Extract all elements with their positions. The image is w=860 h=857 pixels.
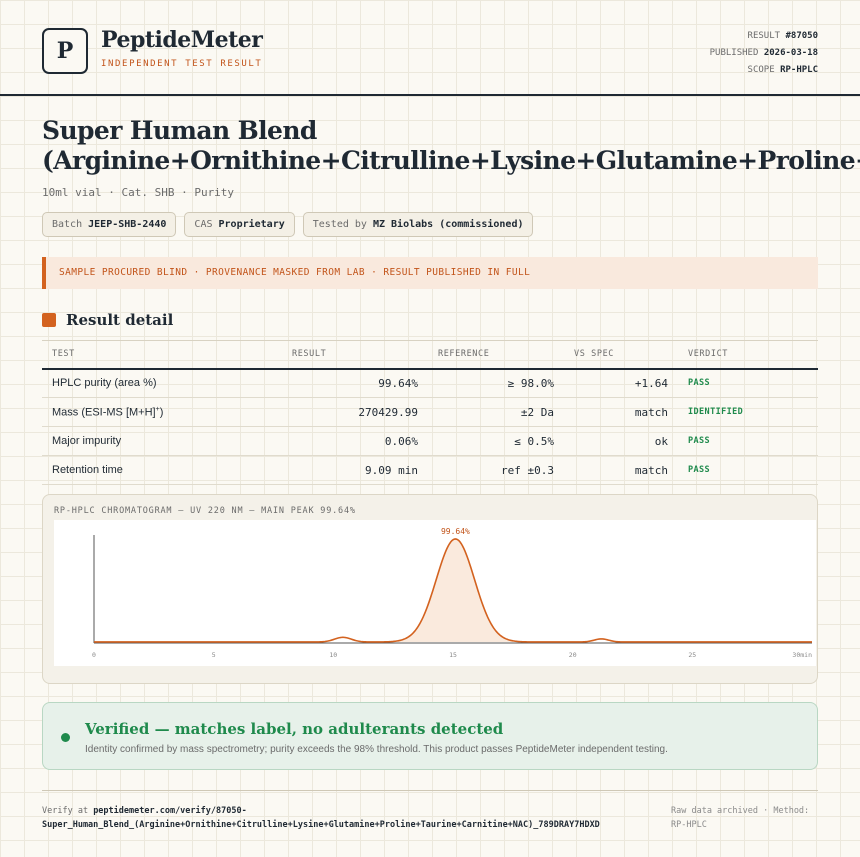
product-subtitle: 10ml vial · Cat. SHB · Purity	[42, 186, 235, 199]
tested-by-chip-label: Tested by	[312, 219, 367, 230]
verified-title: Verified — matches label, no adulterants…	[85, 720, 504, 738]
col-test: TEST	[42, 340, 282, 370]
provenance-notice: SAMPLE PROCURED BLIND · PROVENANCE MASKE…	[42, 257, 818, 289]
cas-chip-value: Proprietary	[218, 219, 285, 230]
batch-chip: Batch JEEP-SHB-2440	[42, 212, 177, 237]
product-title-line2: (Arginine+Ornithine+Citrulline+Lysine+Gl…	[42, 146, 860, 175]
test-vs-spec: match	[564, 455, 678, 485]
table-header-row: TEST RESULT REFERENCE VS SPEC VERDICT	[42, 340, 818, 370]
result-meta: RESULT #87050 PUBLISHED 2026-03-18 SCOPE…	[710, 28, 818, 79]
x-tick-label: 10	[329, 651, 337, 659]
section-title: Result detail	[66, 311, 174, 329]
brand-name: PeptideMeter	[101, 27, 263, 53]
chromatogram-chart: 99.64% 0 5 10 15 20 25 30min	[54, 520, 816, 666]
verified-description: Identity confirmed by mass spectrometry;…	[85, 744, 668, 755]
tested-by-chip: Tested by MZ Biolabs (commissioned)	[302, 212, 534, 237]
test-reference: ≤ 0.5%	[428, 426, 564, 456]
test-reference: ≥ 98.0%	[428, 368, 564, 398]
result-id-label: RESULT	[747, 31, 781, 41]
test-result: 99.64%	[282, 368, 428, 398]
test-name: Mass (ESI-MS [M+H]+)	[42, 397, 282, 427]
chromatogram-fill	[397, 538, 513, 642]
x-tick-label: 25	[688, 651, 696, 659]
brand-tagline: INDEPENDENT TEST RESULT	[101, 59, 263, 69]
footer-divider	[42, 790, 818, 791]
table-row: Mass (ESI-MS [M+H]+) 270429.99 ±2 Da mat…	[42, 397, 818, 427]
x-tick-label: 5	[212, 651, 216, 659]
chart-title: RP-HPLC CHROMATOGRAM — UV 220 NM — MAIN …	[54, 506, 356, 516]
cas-chip: CAS Proprietary	[184, 212, 295, 237]
test-result: 9.09 min	[282, 455, 428, 485]
product-title: Super Human Blend (Arginine+Ornithine+Ci…	[42, 116, 860, 176]
test-reference: ±2 Da	[428, 397, 564, 427]
scope-row: SCOPE RP-HPLC	[710, 62, 818, 79]
test-name-sup: +	[155, 405, 160, 413]
test-result: 0.06%	[282, 426, 428, 456]
x-tick-label: 15	[449, 651, 457, 659]
archive-line1: Raw data archived · Method:	[671, 806, 810, 816]
test-verdict: IDENTIFIED	[678, 397, 818, 427]
test-vs-spec: ok	[564, 426, 678, 456]
batch-chip-label: Batch	[52, 219, 83, 230]
cas-chip-label: CAS	[194, 219, 213, 230]
batch-chip-value: JEEP-SHB-2440	[88, 219, 167, 230]
test-name: Major impurity	[42, 426, 282, 456]
test-name-end: )	[159, 406, 164, 419]
table-row: Major impurity 0.06% ≤ 0.5% ok PASS	[42, 426, 818, 456]
col-reference: REFERENCE	[428, 340, 564, 370]
table-row: HPLC purity (area %) 99.64% ≥ 98.0% +1.6…	[42, 368, 818, 398]
test-verdict: PASS	[678, 455, 818, 485]
verified-check-icon	[61, 733, 70, 742]
header: P PeptideMeter INDEPENDENT TEST RESULT R…	[0, 0, 860, 96]
test-name-text: Mass (ESI-MS [M+H]	[52, 406, 156, 419]
col-vs-spec: VS SPEC	[564, 340, 678, 370]
verify-url-part2[interactable]: Super_Human_Blend_(Arginine+Ornithine+Ci…	[42, 820, 600, 830]
x-tick-labels: 0 5 10 15 20 25 30min	[92, 651, 812, 659]
peak-label: 99.64%	[441, 527, 470, 536]
verified-banner: Verified — matches label, no adulterants…	[42, 702, 818, 770]
test-result: 270429.99	[282, 397, 428, 427]
section-square-icon	[42, 313, 56, 327]
col-result: RESULT	[282, 340, 428, 370]
test-vs-spec: +1.64	[564, 368, 678, 398]
published-label: PUBLISHED	[709, 48, 759, 58]
result-id-row: RESULT #87050	[710, 28, 818, 45]
archive-note: Raw data archived · Method: RP-HPLC	[671, 804, 821, 832]
archive-line2: RP-HPLC	[671, 820, 707, 830]
result-detail-heading: Result detail	[42, 311, 173, 329]
tested-by-chip-value: MZ Biolabs (commissioned)	[372, 219, 524, 230]
test-name: Retention time	[42, 455, 282, 485]
x-tick-label: 20	[569, 651, 577, 659]
x-tick-label: 30min	[792, 651, 812, 659]
test-name: HPLC purity (area %)	[42, 368, 282, 398]
verify-link-block[interactable]: Verify at peptidemeter.com/verify/87050-…	[42, 804, 652, 832]
scope-label: SCOPE	[747, 65, 775, 75]
verify-prefix: Verify at	[42, 806, 89, 816]
product-title-line1: Super Human Blend	[42, 116, 317, 145]
published-value: 2026-03-18	[763, 48, 818, 58]
result-table: TEST RESULT REFERENCE VS SPEC VERDICT HP…	[42, 340, 818, 485]
x-tick-label: 0	[92, 651, 96, 659]
info-chips: Batch JEEP-SHB-2440 CAS Proprietary Test…	[42, 212, 534, 237]
scope-value: RP-HPLC	[780, 65, 818, 75]
published-row: PUBLISHED 2026-03-18	[710, 45, 818, 62]
logo-letter: P	[56, 38, 74, 64]
col-verdict: VERDICT	[678, 340, 818, 370]
test-verdict: PASS	[678, 426, 818, 456]
verify-url-part1[interactable]: peptidemeter.com/verify/87050-	[93, 806, 247, 816]
logo[interactable]: P	[42, 28, 88, 74]
test-reference: ref ±0.3	[428, 455, 564, 485]
test-vs-spec: match	[564, 397, 678, 427]
table-row: Retention time 9.09 min ref ±0.3 match P…	[42, 455, 818, 485]
chromatogram-card: RP-HPLC CHROMATOGRAM — UV 220 NM — MAIN …	[42, 494, 818, 684]
result-id-value: #87050	[785, 31, 818, 41]
chromatogram-line	[94, 538, 812, 643]
test-verdict: PASS	[678, 368, 818, 398]
